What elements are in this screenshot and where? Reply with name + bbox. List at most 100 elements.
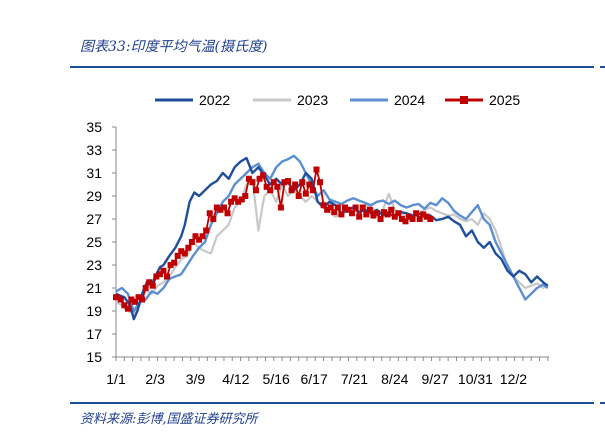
series-line-2022 xyxy=(115,156,549,321)
point-2025 xyxy=(160,267,167,274)
point-2025 xyxy=(398,216,405,222)
point-2025 xyxy=(220,204,227,211)
point-2025 xyxy=(156,271,163,278)
top-rule-tail xyxy=(600,66,605,68)
point-2025 xyxy=(139,296,146,303)
y-tick-label: 27 xyxy=(86,211,102,227)
point-2025 xyxy=(345,206,352,213)
legend: 2022 2023 2024 2025 xyxy=(155,92,520,108)
point-2025 xyxy=(370,212,377,219)
point-2025 xyxy=(406,213,413,220)
point-2025 xyxy=(213,204,220,211)
point-2025 xyxy=(388,206,395,213)
point-2025 xyxy=(373,210,380,217)
x-tick-label: 6/17 xyxy=(300,371,327,387)
point-2025 xyxy=(185,244,192,251)
legend-label-2025: 2025 xyxy=(489,92,520,108)
point-2025 xyxy=(121,302,128,309)
point-2025 xyxy=(188,239,195,245)
point-2025 xyxy=(292,181,299,188)
point-2025 xyxy=(196,236,203,243)
point-2025 xyxy=(210,216,217,222)
top-rule xyxy=(70,66,594,68)
point-2025 xyxy=(167,262,174,268)
series-lines xyxy=(113,154,549,321)
y-tick-label: 17 xyxy=(86,326,102,342)
point-2025 xyxy=(128,296,135,303)
y-tick-label: 25 xyxy=(86,234,102,250)
point-2025 xyxy=(295,193,302,199)
point-2025 xyxy=(331,209,338,216)
legend-marker-2025 xyxy=(460,96,468,104)
point-2025 xyxy=(224,210,231,217)
y-tick-label: 29 xyxy=(86,188,102,204)
point-2025 xyxy=(263,183,270,190)
point-2025 xyxy=(153,273,160,280)
point-2025 xyxy=(238,196,245,203)
point-2025 xyxy=(135,294,142,301)
point-2025 xyxy=(146,279,153,286)
bottom-rule-tail xyxy=(600,402,605,404)
point-2025 xyxy=(249,179,256,186)
point-2025 xyxy=(256,175,263,182)
point-2025 xyxy=(181,250,188,257)
point-2025 xyxy=(427,216,434,222)
point-2025 xyxy=(117,296,124,303)
point-2025 xyxy=(395,210,402,217)
point-2025 xyxy=(349,210,356,217)
point-2025 xyxy=(334,204,341,211)
x-tick-label: 2/3 xyxy=(145,371,165,387)
point-2025 xyxy=(352,204,359,211)
x-tick-label: 12/2 xyxy=(500,371,527,387)
y-tick-label: 15 xyxy=(86,349,102,365)
point-2025 xyxy=(192,233,199,240)
point-2025 xyxy=(327,204,334,211)
point-2025 xyxy=(302,190,309,197)
source-note: 资料来源:彭博,国盛证券研究所 xyxy=(80,412,258,427)
point-2025 xyxy=(270,179,277,186)
y-tick-label: 33 xyxy=(86,142,102,158)
legend-label-2023: 2023 xyxy=(297,92,328,108)
point-2025 xyxy=(363,211,370,218)
chart-title: 图表33:印度平均气温(摄氏度) xyxy=(80,39,268,55)
point-2025 xyxy=(320,202,327,209)
point-2025 xyxy=(174,252,181,259)
point-2025 xyxy=(423,213,430,220)
point-2025 xyxy=(416,216,423,222)
point-2025 xyxy=(306,181,313,188)
point-2025 xyxy=(285,178,292,185)
point-2025 xyxy=(391,213,398,220)
point-2025 xyxy=(274,183,281,190)
point-2025 xyxy=(149,282,156,289)
y-tick-label: 31 xyxy=(86,165,102,181)
point-2025 xyxy=(402,218,409,225)
point-2025 xyxy=(124,305,131,312)
y-tick-label: 19 xyxy=(86,303,102,319)
point-2025 xyxy=(131,298,138,305)
point-2025 xyxy=(366,206,373,213)
x-tick-label: 4/12 xyxy=(222,371,249,387)
point-2025 xyxy=(252,187,259,194)
y-tick-label: 23 xyxy=(86,257,102,273)
point-2025 xyxy=(277,204,284,211)
bottom-rule xyxy=(70,402,594,404)
x-tick-label: 8/24 xyxy=(381,371,408,387)
point-2025 xyxy=(178,248,185,255)
y-tick-label: 35 xyxy=(86,119,102,135)
point-2025 xyxy=(338,211,345,218)
point-2025 xyxy=(235,198,242,205)
point-2025 xyxy=(317,179,324,186)
point-2025 xyxy=(356,213,363,220)
point-2025 xyxy=(242,193,249,199)
x-tick-label: 5/16 xyxy=(263,371,290,387)
point-2025 xyxy=(267,187,274,194)
point-2025 xyxy=(206,210,213,217)
point-2025 xyxy=(384,211,391,218)
x-tick-label: 10/31 xyxy=(458,371,493,387)
point-2025 xyxy=(142,285,149,291)
point-2025 xyxy=(413,210,420,217)
x-tick-label: 7/21 xyxy=(341,371,368,387)
x-tick-label: 3/9 xyxy=(186,371,206,387)
point-2025 xyxy=(113,294,119,301)
point-2025 xyxy=(203,227,210,234)
